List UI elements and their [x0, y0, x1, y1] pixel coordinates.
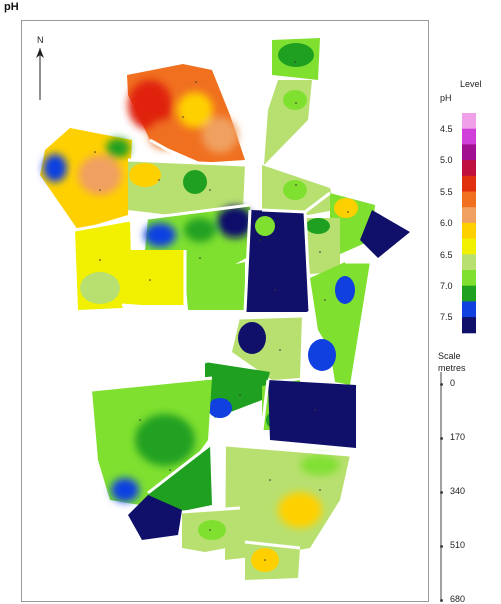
scale-tick-label: 0	[450, 378, 456, 388]
legend-swatch	[462, 207, 476, 224]
legend-swatch	[462, 301, 476, 318]
scale-tick-mark	[440, 383, 443, 386]
field-left-upper	[40, 128, 132, 230]
scale-tick-label: 680	[450, 594, 466, 604]
legend-tick-label: 5.5	[440, 186, 453, 197]
legend-tick-label: 5.0	[440, 155, 453, 166]
field-middle-right	[308, 262, 370, 385]
legend-swatch	[462, 222, 476, 240]
field-lower-right	[182, 445, 350, 580]
north-arrow-icon	[36, 48, 44, 100]
scale-tick-mark	[440, 599, 443, 602]
legend-title-level: Level	[460, 79, 482, 89]
legend-tick-label: 6.5	[440, 249, 453, 260]
scale-tick-label: 170	[450, 432, 466, 442]
sample-points	[94, 61, 349, 561]
legend-swatch	[462, 285, 476, 302]
legend-swatch	[462, 144, 476, 161]
scale-tick-label: 340	[450, 486, 466, 496]
field-left-lower	[75, 220, 185, 310]
legend-swatch	[462, 270, 476, 287]
scale-tick-mark	[440, 545, 443, 548]
legend-tick-label: 6.0	[440, 218, 453, 229]
legend-title-ph: pH	[440, 93, 452, 103]
legend-tick-label: 7.0	[440, 281, 453, 291]
field-boundaries	[74, 138, 370, 550]
field-top-right-strip	[264, 38, 320, 165]
map-title: pH	[4, 1, 19, 13]
legend-swatch	[462, 191, 476, 208]
ph-legend-bar	[462, 113, 476, 334]
field-center-navy	[245, 210, 310, 312]
scale-tick-mark	[440, 437, 443, 440]
legend-swatch	[462, 238, 476, 255]
legend-swatch	[462, 254, 476, 271]
legend-tick-label: 7.5	[440, 312, 453, 323]
field-center-lower	[205, 316, 356, 448]
scale-title-line1: Scale	[438, 351, 461, 361]
legend-swatch	[462, 160, 476, 177]
legend-swatch	[462, 128, 476, 145]
field-middle-left	[128, 160, 245, 215]
legend-swatch	[462, 113, 476, 130]
legend-swatch	[462, 317, 476, 334]
legend-swatch	[462, 175, 476, 192]
field-lower-left	[92, 378, 212, 540]
scale-tick-mark	[440, 491, 443, 494]
scale-tick-label: 510	[450, 540, 466, 550]
field-top-center	[127, 64, 245, 163]
legend-tick-label: 4.5	[440, 124, 453, 134]
scale-title-line2: metres	[438, 363, 466, 373]
north-label: N	[37, 35, 44, 45]
field-left-center	[185, 262, 245, 310]
